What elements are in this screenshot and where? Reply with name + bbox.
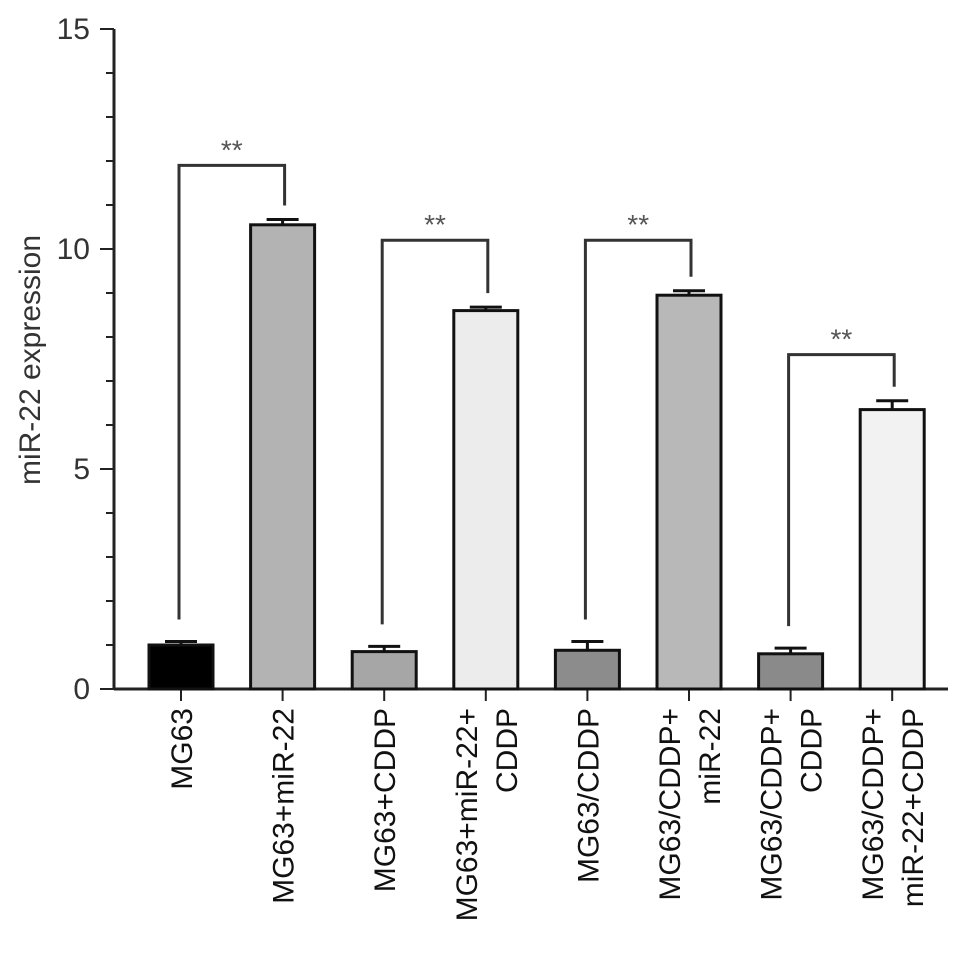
y-tick-label: 10 — [57, 233, 90, 266]
y-tick-label: 15 — [57, 13, 90, 46]
bars — [147, 218, 926, 691]
category-label-line: MG63/CDDP+ — [756, 708, 789, 901]
significance-label: ** — [831, 324, 853, 355]
bar — [655, 293, 723, 691]
y-tick-label: 0 — [73, 673, 90, 706]
category-label-line: MG63/CDDP+ — [857, 708, 890, 901]
bar — [858, 408, 926, 691]
significance-bracket — [787, 353, 896, 627]
category-label: MG63/CDDP — [572, 708, 605, 883]
significance-bracket — [380, 238, 490, 625]
bar — [553, 648, 621, 691]
category-label: MG63 — [166, 708, 199, 790]
significance-bracket — [177, 163, 287, 620]
bar — [249, 223, 317, 691]
category-label-line: MG63+CDDP — [369, 708, 402, 892]
category-label-line: CDDP — [491, 708, 524, 793]
y-axis-title: miR-22 expression — [14, 235, 47, 485]
category-label-line: MG63/CDDP — [572, 708, 605, 883]
category-label-line: MG63+miR-22+ — [451, 708, 484, 921]
category-label-line: MG63 — [166, 708, 199, 790]
bar — [757, 652, 825, 691]
category-label-line: CDDP — [796, 708, 829, 793]
category-label-line: miR-22+CDDP — [897, 708, 930, 907]
category-label: MG63/CDDP+ miR-22+CDDP — [857, 708, 930, 907]
bar — [350, 650, 418, 691]
category-label: MG63+CDDP — [369, 708, 402, 892]
category-label: MG63/CDDP+ miR-22 — [654, 708, 727, 901]
category-labels: MG63 MG63+miR-22 MG63+CDDP MG63+miR-22+ CDDP… — [166, 708, 930, 921]
significance-label: ** — [221, 134, 243, 165]
y-tick-label: 5 — [73, 453, 90, 486]
category-label-line: MG63+miR-22 — [268, 708, 301, 904]
category-label-line: miR-22 — [694, 708, 727, 805]
significance-bracket — [583, 238, 693, 620]
bar — [147, 643, 215, 691]
category-label: MG63+miR-22+ CDDP — [451, 708, 524, 921]
significance-label: ** — [424, 209, 446, 240]
bar — [452, 309, 520, 691]
category-label: MG63+miR-22 — [268, 708, 301, 904]
category-label-line: MG63/CDDP+ — [654, 708, 687, 901]
category-label: MG63/CDDP+ CDDP — [756, 708, 829, 901]
significance-brackets: ** ** ** ** — [177, 134, 896, 627]
significance-label: ** — [627, 209, 649, 240]
